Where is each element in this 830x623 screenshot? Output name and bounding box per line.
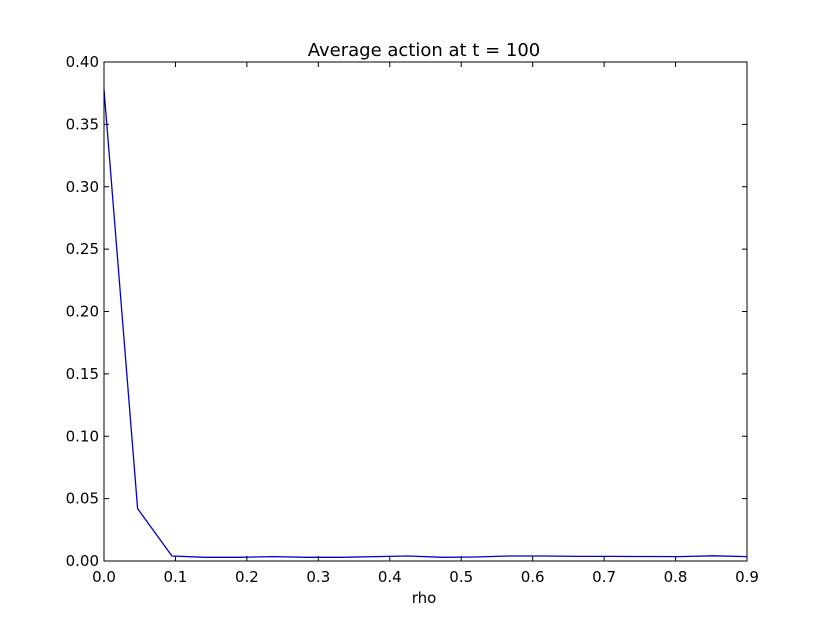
x-tick-label: 0.9 [735,568,759,586]
y-tick-label: 0.15 [66,365,99,383]
y-tick-label: 0.35 [66,115,99,133]
plot-frame [103,61,748,562]
x-tick-label: 0.1 [164,568,188,586]
x-tick-label: 0.5 [449,568,473,586]
y-tick-label: 0.20 [66,303,99,321]
y-tick-label: 0.10 [66,427,99,445]
x-tick-label: 0.8 [664,568,688,586]
y-tick-label: 0.25 [66,240,99,258]
y-tick-label: 0.00 [66,552,99,570]
series-line [103,89,748,558]
x-tick-label: 0.4 [378,568,402,586]
x-axis-label: rho [412,589,437,607]
chart-title: Average action at t = 100 [308,40,541,61]
y-tick-label: 0.40 [66,53,99,71]
x-tick-label: 0.0 [92,568,116,586]
x-tick-label: 0.3 [306,568,330,586]
y-tick-label: 0.30 [66,178,99,196]
x-tick-label: 0.6 [521,568,545,586]
y-axis-ticks: 0.00 0.05 0.10 0.15 0.20 0.25 0.30 0.35 0.40 [66,53,747,570]
y-tick-label: 0.05 [66,490,99,508]
plot-area [103,89,748,558]
x-tick-label: 0.7 [592,568,616,586]
x-tick-label: 0.2 [235,568,259,586]
x-axis-ticks: 0.0 0.1 0.2 0.3 0.4 0.5 0.6 0.7 0.8 0.9 [92,62,759,586]
